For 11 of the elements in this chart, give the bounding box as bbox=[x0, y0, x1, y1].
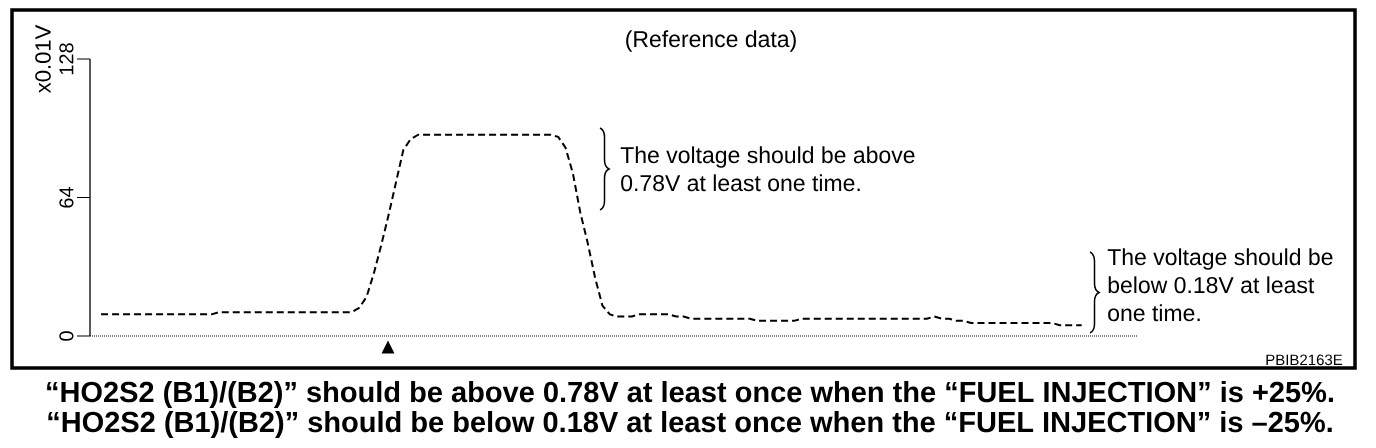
chart-title: (Reference data) bbox=[626, 30, 796, 52]
y-tick-label: 0 bbox=[59, 331, 74, 341]
annotation: The voltage should be above 0.78V at least one time. bbox=[620, 146, 915, 192]
text: PBIB2163E bbox=[1266, 354, 1343, 366]
y-tick-label: 64 bbox=[59, 186, 74, 208]
annotation: The voltage should be below 0.18V at least one time. bbox=[1107, 248, 1333, 322]
y-tick-label: 128 bbox=[59, 43, 74, 75]
text: “HO2S2 (B1)/(B2)” should be above 0.78V at least once when the “FUEL INJECTION” is +25%. bbox=[47, 380, 1333, 409]
text: “HO2S2 (B1)/(B2)” should be below 0.18V at least once when the “FUEL INJECTION” is –25%. bbox=[48, 410, 1332, 439]
y-axis-title: x0.01V bbox=[35, 24, 51, 93]
text: ▲ bbox=[381, 340, 395, 354]
